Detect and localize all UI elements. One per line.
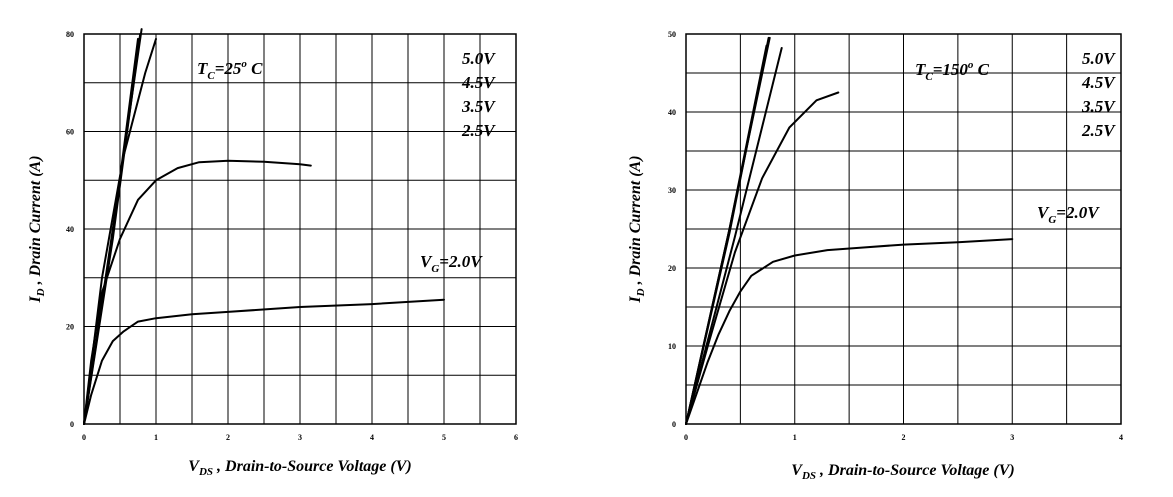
x-tick-label: 2 <box>902 433 906 442</box>
x-tick-label: 5 <box>442 433 446 442</box>
y-tick-label: 40 <box>66 225 74 234</box>
gate-voltage-label: 4.5V <box>461 73 496 92</box>
series-line <box>685 44 768 425</box>
plot-frame <box>83 33 517 425</box>
y-tick-label: 10 <box>668 342 676 351</box>
gate-voltage-label: 5.0V <box>1082 49 1116 68</box>
series-line <box>685 91 840 425</box>
x-tick-label: 3 <box>1010 433 1014 442</box>
x-axis-label: VDS , Drain-to-Source Voltage (V) <box>188 458 411 478</box>
series-line <box>83 159 312 425</box>
gate-voltage-label: 5.0V <box>462 49 496 68</box>
series-line <box>83 298 445 425</box>
temperature-label: TC=25o C <box>197 58 263 82</box>
y-tick-label: 60 <box>66 128 74 137</box>
x-tick-label: 4 <box>370 433 374 442</box>
plot-frame <box>685 33 1122 425</box>
series-line <box>685 238 1014 425</box>
temperature-label: TC=150o C <box>915 59 990 83</box>
y-tick-label: 80 <box>66 30 74 39</box>
x-tick-label: 4 <box>1119 433 1123 442</box>
grid <box>84 34 516 424</box>
x-axis-label: VDS , Drain-to-Source Voltage (V) <box>791 462 1014 482</box>
y-tick-label: 0 <box>672 420 676 429</box>
x-tick-label: 6 <box>514 433 518 442</box>
gate-voltage-label: 2.5V <box>1081 121 1116 140</box>
y-tick-label: 30 <box>668 186 676 195</box>
y-tick-label: 20 <box>66 323 74 332</box>
y-tick-label: 50 <box>668 30 676 39</box>
y-axis-label: ID , Drain Current (A) <box>27 155 47 303</box>
y-axis-label: ID , Drain Current (A) <box>627 155 647 303</box>
x-tick-label: 3 <box>298 433 302 442</box>
gate-voltage-label: 3.5V <box>1081 97 1116 116</box>
vg-label: VG=2.0V <box>1037 203 1100 226</box>
grid <box>686 34 1121 424</box>
x-tick-label: 1 <box>793 433 797 442</box>
x-tick-label: 2 <box>226 433 230 442</box>
y-tick-label: 40 <box>668 108 676 117</box>
series-line <box>685 47 783 425</box>
gate-voltage-label: 4.5V <box>1081 73 1116 92</box>
x-tick-label: 0 <box>82 433 86 442</box>
y-tick-label: 20 <box>668 264 676 273</box>
vg-label: VG=2.0V <box>420 252 483 275</box>
gate-voltage-label: 3.5V <box>461 97 496 116</box>
gate-voltage-label: 2.5V <box>461 121 496 140</box>
x-tick-label: 1 <box>154 433 158 442</box>
y-tick-label: 0 <box>70 420 74 429</box>
x-tick-label: 0 <box>684 433 688 442</box>
series-line <box>83 37 139 425</box>
